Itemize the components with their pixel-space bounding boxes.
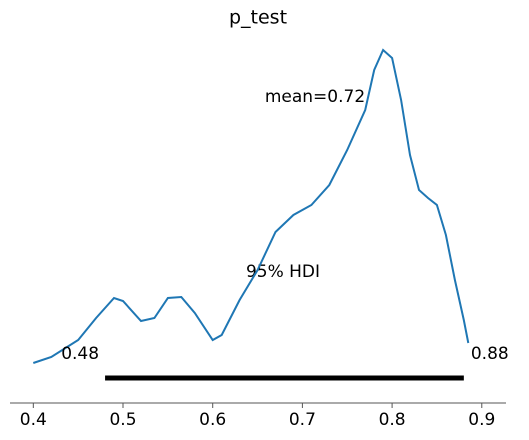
- x-tick-label: 0.7: [289, 410, 316, 430]
- x-tick-label: 0.6: [199, 410, 226, 430]
- chart-title: p_test: [229, 7, 287, 29]
- hdi-high-label: 0.88: [471, 344, 509, 364]
- hdi-low-label: 0.48: [61, 344, 99, 364]
- hdi-label: 95% HDI: [246, 262, 320, 282]
- x-tick-label: 0.8: [379, 410, 406, 430]
- x-tick-label: 0.4: [20, 410, 47, 430]
- x-tick-label: 0.9: [468, 410, 495, 430]
- density-line: [32, 48, 470, 364]
- mean-annotation: mean=0.72: [265, 87, 365, 107]
- x-tick-label: 0.5: [109, 410, 136, 430]
